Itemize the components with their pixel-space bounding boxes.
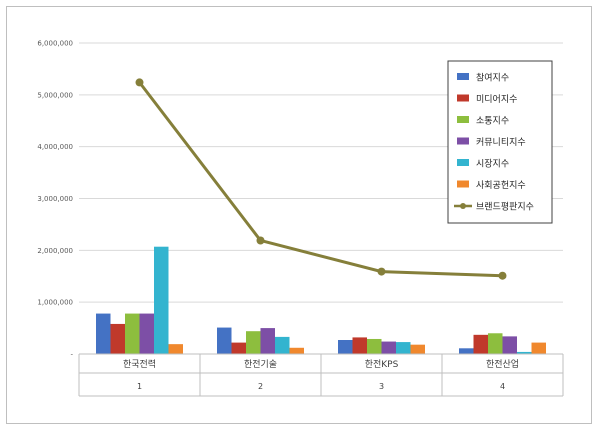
bar-커뮤니티지수-한전KPS [381,341,396,354]
x-category-index: 1 [137,382,142,391]
x-axis: 한국전력 1 한전기술 2 한전KPS 3 한전산업 4 [78,353,564,397]
bar-시장지수-한전KPS [396,342,411,354]
legend-label: 시장지수 [476,159,509,170]
bar-미디어지수-한전기술 [231,342,246,354]
bar-커뮤니티지수-한전산업 [502,336,517,354]
bar-미디어지수-한전KPS [352,337,367,354]
bar-참여지수-한전산업 [459,348,474,354]
y-tick-label: 1,000,000 [37,299,73,307]
x-category-index: 3 [379,382,384,391]
legend-swatch [457,180,469,188]
bar-시장지수-한국전력 [154,246,169,354]
bar-사회공헌지수-한국전력 [168,344,183,354]
x-category-label: 한전산업 [486,359,519,370]
line-point [256,236,265,245]
legend-label: 커뮤니티지수 [476,137,526,148]
bar-시장지수-한전기술 [275,336,290,354]
bar-미디어지수-한국전력 [110,323,125,354]
legend-label: 미디어지수 [476,94,517,105]
y-tick-label: 6,000,000 [37,40,73,48]
bar-사회공헌지수-한전KPS [410,344,425,354]
line-point [135,78,144,87]
x-category-label: 한전기술 [244,359,277,370]
x-category-index: 4 [500,382,505,391]
bar-커뮤니티지수-한전기술 [260,328,275,354]
legend-swatch [457,137,469,145]
line-point [377,267,386,276]
y-tick-label: 2,000,000 [37,247,73,255]
line-브랜드평판지수 [138,81,503,278]
legend-label: 참여지수 [476,72,509,84]
y-tick-label: - [70,351,73,359]
bar-참여지수-한전KPS [338,340,353,354]
brand-reputation-chart: - 1,000,000 2,000,000 3,000,000 4,000,000 5,0… [37,40,564,397]
legend-swatch [457,73,469,80]
legend-swatch [457,94,469,102]
legend-label: 소통지수 [476,116,509,127]
bar-소통지수-한전기술 [246,331,261,354]
legend-swatch [457,116,469,123]
legend-swatch [457,159,469,166]
legend-line-marker [460,203,466,209]
legend-label: 브랜드평판지수 [476,202,534,213]
bar-사회공헌지수-한전기술 [289,347,304,354]
y-tick-label: 3,000,000 [37,195,73,203]
x-category-label: 한전KPS [365,359,399,370]
y-axis-tick-labels: - 1,000,000 2,000,000 3,000,000 4,000,000 5,0… [37,40,73,359]
line-series [135,78,507,280]
bar-시장지수-한전산업 [517,351,532,354]
bars [96,246,546,354]
bar-사회공헌지수-한전산업 [531,342,546,354]
x-category-index: 2 [258,382,263,391]
bar-커뮤니티지수-한국전력 [139,313,154,354]
bar-미디어지수-한전산업 [473,334,488,354]
x-category-label: 한국전력 [123,358,156,370]
legend-label: 사회공헌지수 [476,180,526,191]
line-point [498,271,507,280]
chart-frame: - 1,000,000 2,000,000 3,000,000 4,000,000 5,0… [6,6,592,424]
y-tick-label: 4,000,000 [37,143,73,151]
y-tick-label: 5,000,000 [37,91,73,99]
bar-소통지수-한전KPS [367,338,382,354]
bar-소통지수-한국전력 [125,313,140,354]
bar-참여지수-한국전력 [96,313,111,354]
bar-소통지수-한전산업 [488,333,503,354]
bar-참여지수-한전기술 [217,327,232,354]
